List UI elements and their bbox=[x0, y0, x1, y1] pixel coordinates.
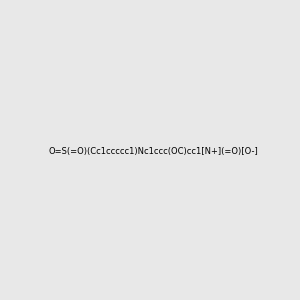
Text: O=S(=O)(Cc1ccccc1)Nc1ccc(OC)cc1[N+](=O)[O-]: O=S(=O)(Cc1ccccc1)Nc1ccc(OC)cc1[N+](=O)[… bbox=[49, 147, 259, 156]
